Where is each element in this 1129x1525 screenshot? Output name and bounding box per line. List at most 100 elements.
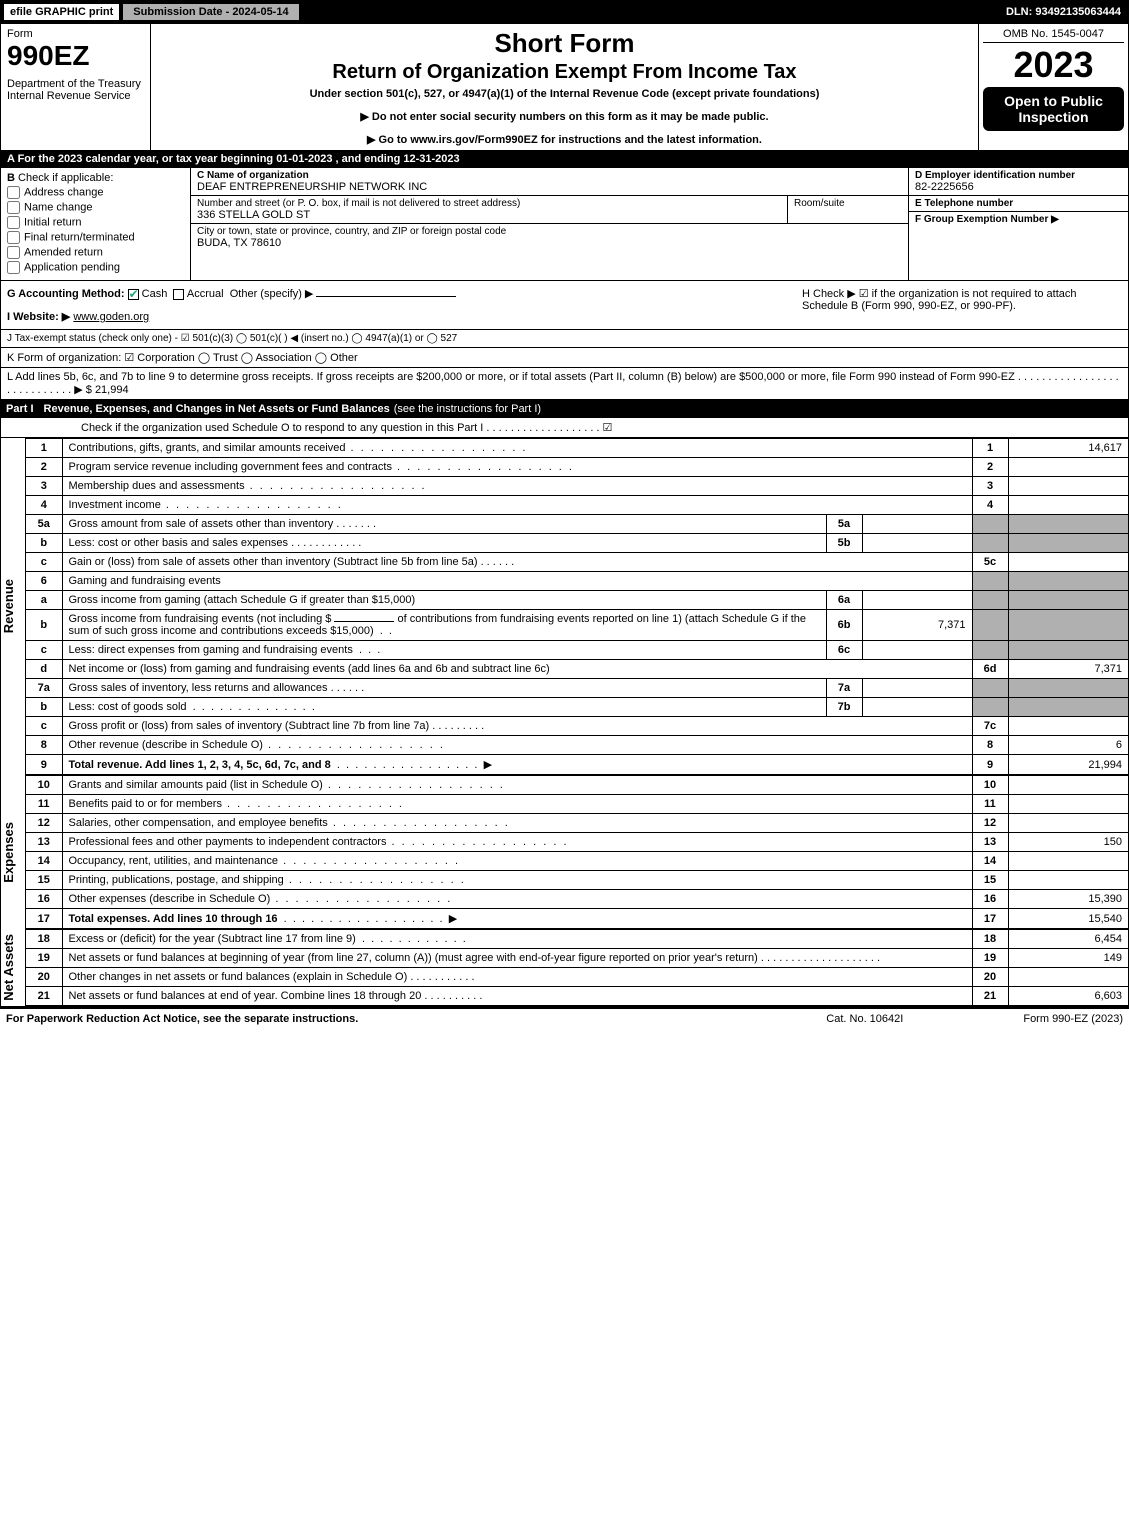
section-b-label: B xyxy=(7,172,15,184)
line-13-value: 150 xyxy=(1008,833,1128,852)
part1-check-line: Check if the organization used Schedule … xyxy=(0,418,1129,438)
netassets-section: Net Assets 18Excess or (deficit) for the… xyxy=(0,929,1129,1007)
part1-note: (see the instructions for Part I) xyxy=(394,403,541,415)
submission-date: Submission Date - 2024-05-14 xyxy=(123,4,298,20)
section-l-value: 21,994 xyxy=(95,384,129,396)
line-12: 12Salaries, other compensation, and empl… xyxy=(26,814,1128,833)
line-16-value: 15,390 xyxy=(1008,890,1128,909)
line-9: 9Total revenue. Add lines 1, 2, 3, 4, 5c… xyxy=(26,755,1128,775)
room-suite-label: Room/suite xyxy=(788,196,908,223)
line-3: 3Membership dues and assessments3 xyxy=(26,477,1128,496)
part1-title: Revenue, Expenses, and Changes in Net As… xyxy=(44,403,390,415)
department: Department of the Treasury Internal Reve… xyxy=(7,78,144,102)
line-7b: bLess: cost of goods sold . . . . . . . … xyxy=(26,698,1128,717)
initial-return-checkbox[interactable] xyxy=(7,216,20,229)
line-1: 1Contributions, gifts, grants, and simil… xyxy=(26,439,1128,458)
irs-link[interactable]: ▶ Go to www.irs.gov/Form990EZ for instru… xyxy=(367,134,762,146)
application-pending-label: Application pending xyxy=(24,261,120,273)
name-change-checkbox[interactable] xyxy=(7,201,20,214)
line-21-value: 6,603 xyxy=(1008,987,1128,1006)
section-b: B Check if applicable: Address change Na… xyxy=(1,168,191,280)
final-return-checkbox[interactable] xyxy=(7,231,20,244)
final-return-label: Final return/terminated xyxy=(24,231,135,243)
form-word: Form xyxy=(7,28,144,40)
street-label: Number and street (or P. O. box, if mail… xyxy=(197,198,781,209)
section-gh: G Accounting Method: Cash Accrual Other … xyxy=(0,281,1129,330)
line-20-value xyxy=(1008,968,1128,987)
line-11: 11Benefits paid to or for members11 xyxy=(26,795,1128,814)
revenue-vert-label: Revenue xyxy=(1,438,26,775)
section-c: C Name of organization DEAF ENTREPRENEUR… xyxy=(191,168,908,280)
initial-return-label: Initial return xyxy=(24,216,81,228)
line-1-value: 14,617 xyxy=(1008,439,1128,458)
return-title: Return of Organization Exempt From Incom… xyxy=(157,61,972,84)
street-block: Number and street (or P. O. box, if mail… xyxy=(191,196,788,223)
other-method-label: Other (specify) ▶ xyxy=(230,288,314,300)
instruction-2: ▶ Go to www.irs.gov/Form990EZ for instru… xyxy=(157,133,972,146)
section-def: D Employer identification number 82-2225… xyxy=(908,168,1128,280)
line-6c: cLess: direct expenses from gaming and f… xyxy=(26,641,1128,660)
section-j: J Tax-exempt status (check only one) - ☑… xyxy=(0,330,1129,348)
line-6b-value: 7,371 xyxy=(862,610,972,641)
accrual-checkbox[interactable] xyxy=(173,289,184,300)
address-change-checkbox[interactable] xyxy=(7,186,20,199)
city-label: City or town, state or province, country… xyxy=(197,226,902,237)
street-address: 336 STELLA GOLD ST xyxy=(197,209,781,221)
form-number: 990EZ xyxy=(7,40,144,72)
line-9-value: 21,994 xyxy=(1008,755,1128,775)
check-if-applicable: Check if applicable: xyxy=(18,172,113,184)
line-6b-contrib-input[interactable] xyxy=(334,621,394,622)
line-21: 21Net assets or fund balances at end of … xyxy=(26,987,1128,1006)
netassets-vert-label: Net Assets xyxy=(1,929,26,1006)
line-8-value: 6 xyxy=(1008,736,1128,755)
section-e: E Telephone number xyxy=(909,196,1128,212)
efile-print-button[interactable]: efile GRAPHIC print xyxy=(4,4,119,20)
line-18-value: 6,454 xyxy=(1008,930,1128,949)
amended-return-checkbox[interactable] xyxy=(7,246,20,259)
short-form-title: Short Form xyxy=(157,28,972,59)
city-block: City or town, state or province, country… xyxy=(191,224,908,280)
line-17-value: 15,540 xyxy=(1008,909,1128,929)
line-6d: dNet income or (loss) from gaming and fu… xyxy=(26,660,1128,679)
line-5c-value xyxy=(1008,553,1128,572)
org-name-block: C Name of organization DEAF ENTREPRENEUR… xyxy=(191,168,908,196)
line-6d-value: 7,371 xyxy=(1008,660,1128,679)
cash-checkbox[interactable] xyxy=(128,289,139,300)
expenses-table: 10Grants and similar amounts paid (list … xyxy=(26,775,1128,929)
telephone-label: E Telephone number xyxy=(915,198,1122,209)
revenue-section: Revenue 1Contributions, gifts, grants, a… xyxy=(0,438,1129,775)
line-14-value xyxy=(1008,852,1128,871)
city-state-zip: BUDA, TX 78610 xyxy=(197,237,902,249)
line-13: 13Professional fees and other payments t… xyxy=(26,833,1128,852)
line-6a: aGross income from gaming (attach Schedu… xyxy=(26,591,1128,610)
line-16: 16Other expenses (describe in Schedule O… xyxy=(26,890,1128,909)
amended-return-label: Amended return xyxy=(24,246,103,258)
form-header: Form 990EZ Department of the Treasury In… xyxy=(0,24,1129,151)
line-14: 14Occupancy, rent, utilities, and mainte… xyxy=(26,852,1128,871)
page-footer: For Paperwork Reduction Act Notice, see … xyxy=(0,1007,1129,1029)
expenses-section: Expenses 10Grants and similar amounts pa… xyxy=(0,775,1129,929)
section-l: L Add lines 5b, 6c, and 7b to line 9 to … xyxy=(0,368,1129,400)
line-15-value xyxy=(1008,871,1128,890)
line-6: 6Gaming and fundraising events xyxy=(26,572,1128,591)
line-7a: 7aGross sales of inventory, less returns… xyxy=(26,679,1128,698)
header-left: Form 990EZ Department of the Treasury In… xyxy=(1,24,151,150)
ein-value: 82-2225656 xyxy=(915,181,1122,193)
line-6c-value xyxy=(862,641,972,660)
website-link[interactable]: www.goden.org xyxy=(73,311,149,323)
line-4: 4Investment income4 xyxy=(26,496,1128,515)
cash-label: Cash xyxy=(142,288,168,300)
application-pending-checkbox[interactable] xyxy=(7,261,20,274)
line-18: 18Excess or (deficit) for the year (Subt… xyxy=(26,930,1128,949)
line-19-value: 149 xyxy=(1008,949,1128,968)
line-7c: cGross profit or (loss) from sales of in… xyxy=(26,717,1128,736)
omb-number: OMB No. 1545-0047 xyxy=(983,28,1124,43)
netassets-table: 18Excess or (deficit) for the year (Subt… xyxy=(26,929,1128,1006)
other-method-input[interactable] xyxy=(316,296,456,297)
website-label: I Website: ▶ xyxy=(7,311,70,323)
line-15: 15Printing, publications, postage, and s… xyxy=(26,871,1128,890)
header-right: OMB No. 1545-0047 2023 Open to Public In… xyxy=(978,24,1128,150)
ein-label: D Employer identification number xyxy=(915,170,1122,181)
line-5b-value xyxy=(862,534,972,553)
section-g: G Accounting Method: Cash Accrual Other … xyxy=(7,287,802,323)
